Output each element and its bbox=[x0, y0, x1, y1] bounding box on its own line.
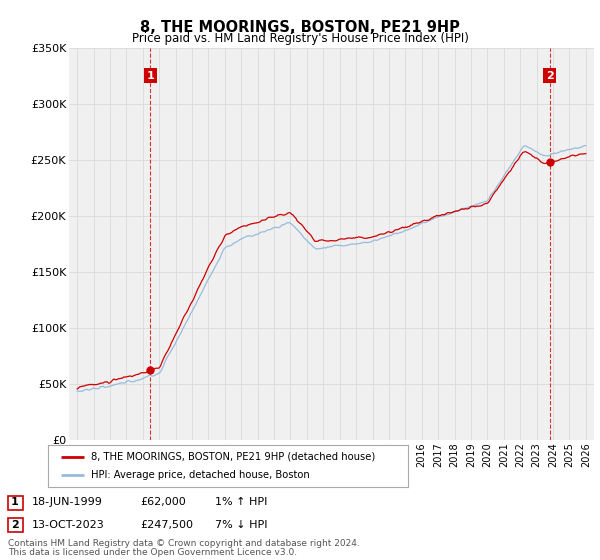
Text: 8, THE MOORINGS, BOSTON, PE21 9HP (detached house): 8, THE MOORINGS, BOSTON, PE21 9HP (detac… bbox=[91, 452, 376, 462]
Text: 2: 2 bbox=[11, 520, 19, 530]
Text: This data is licensed under the Open Government Licence v3.0.: This data is licensed under the Open Gov… bbox=[8, 548, 297, 557]
Text: 1: 1 bbox=[146, 71, 154, 81]
Text: 7% ↓ HPI: 7% ↓ HPI bbox=[215, 520, 268, 530]
Text: Contains HM Land Registry data © Crown copyright and database right 2024.: Contains HM Land Registry data © Crown c… bbox=[8, 539, 360, 548]
Text: 18-JUN-1999: 18-JUN-1999 bbox=[32, 497, 103, 507]
Text: £247,500: £247,500 bbox=[140, 520, 193, 530]
Text: 2: 2 bbox=[545, 71, 553, 81]
FancyBboxPatch shape bbox=[7, 519, 23, 533]
Text: £62,000: £62,000 bbox=[140, 497, 186, 507]
Text: 13-OCT-2023: 13-OCT-2023 bbox=[32, 520, 105, 530]
Text: 1: 1 bbox=[11, 497, 19, 507]
Text: 8, THE MOORINGS, BOSTON, PE21 9HP: 8, THE MOORINGS, BOSTON, PE21 9HP bbox=[140, 20, 460, 35]
Text: Price paid vs. HM Land Registry's House Price Index (HPI): Price paid vs. HM Land Registry's House … bbox=[131, 32, 469, 45]
Text: 1% ↑ HPI: 1% ↑ HPI bbox=[215, 497, 268, 507]
FancyBboxPatch shape bbox=[7, 496, 23, 510]
Text: HPI: Average price, detached house, Boston: HPI: Average price, detached house, Bost… bbox=[91, 470, 310, 480]
